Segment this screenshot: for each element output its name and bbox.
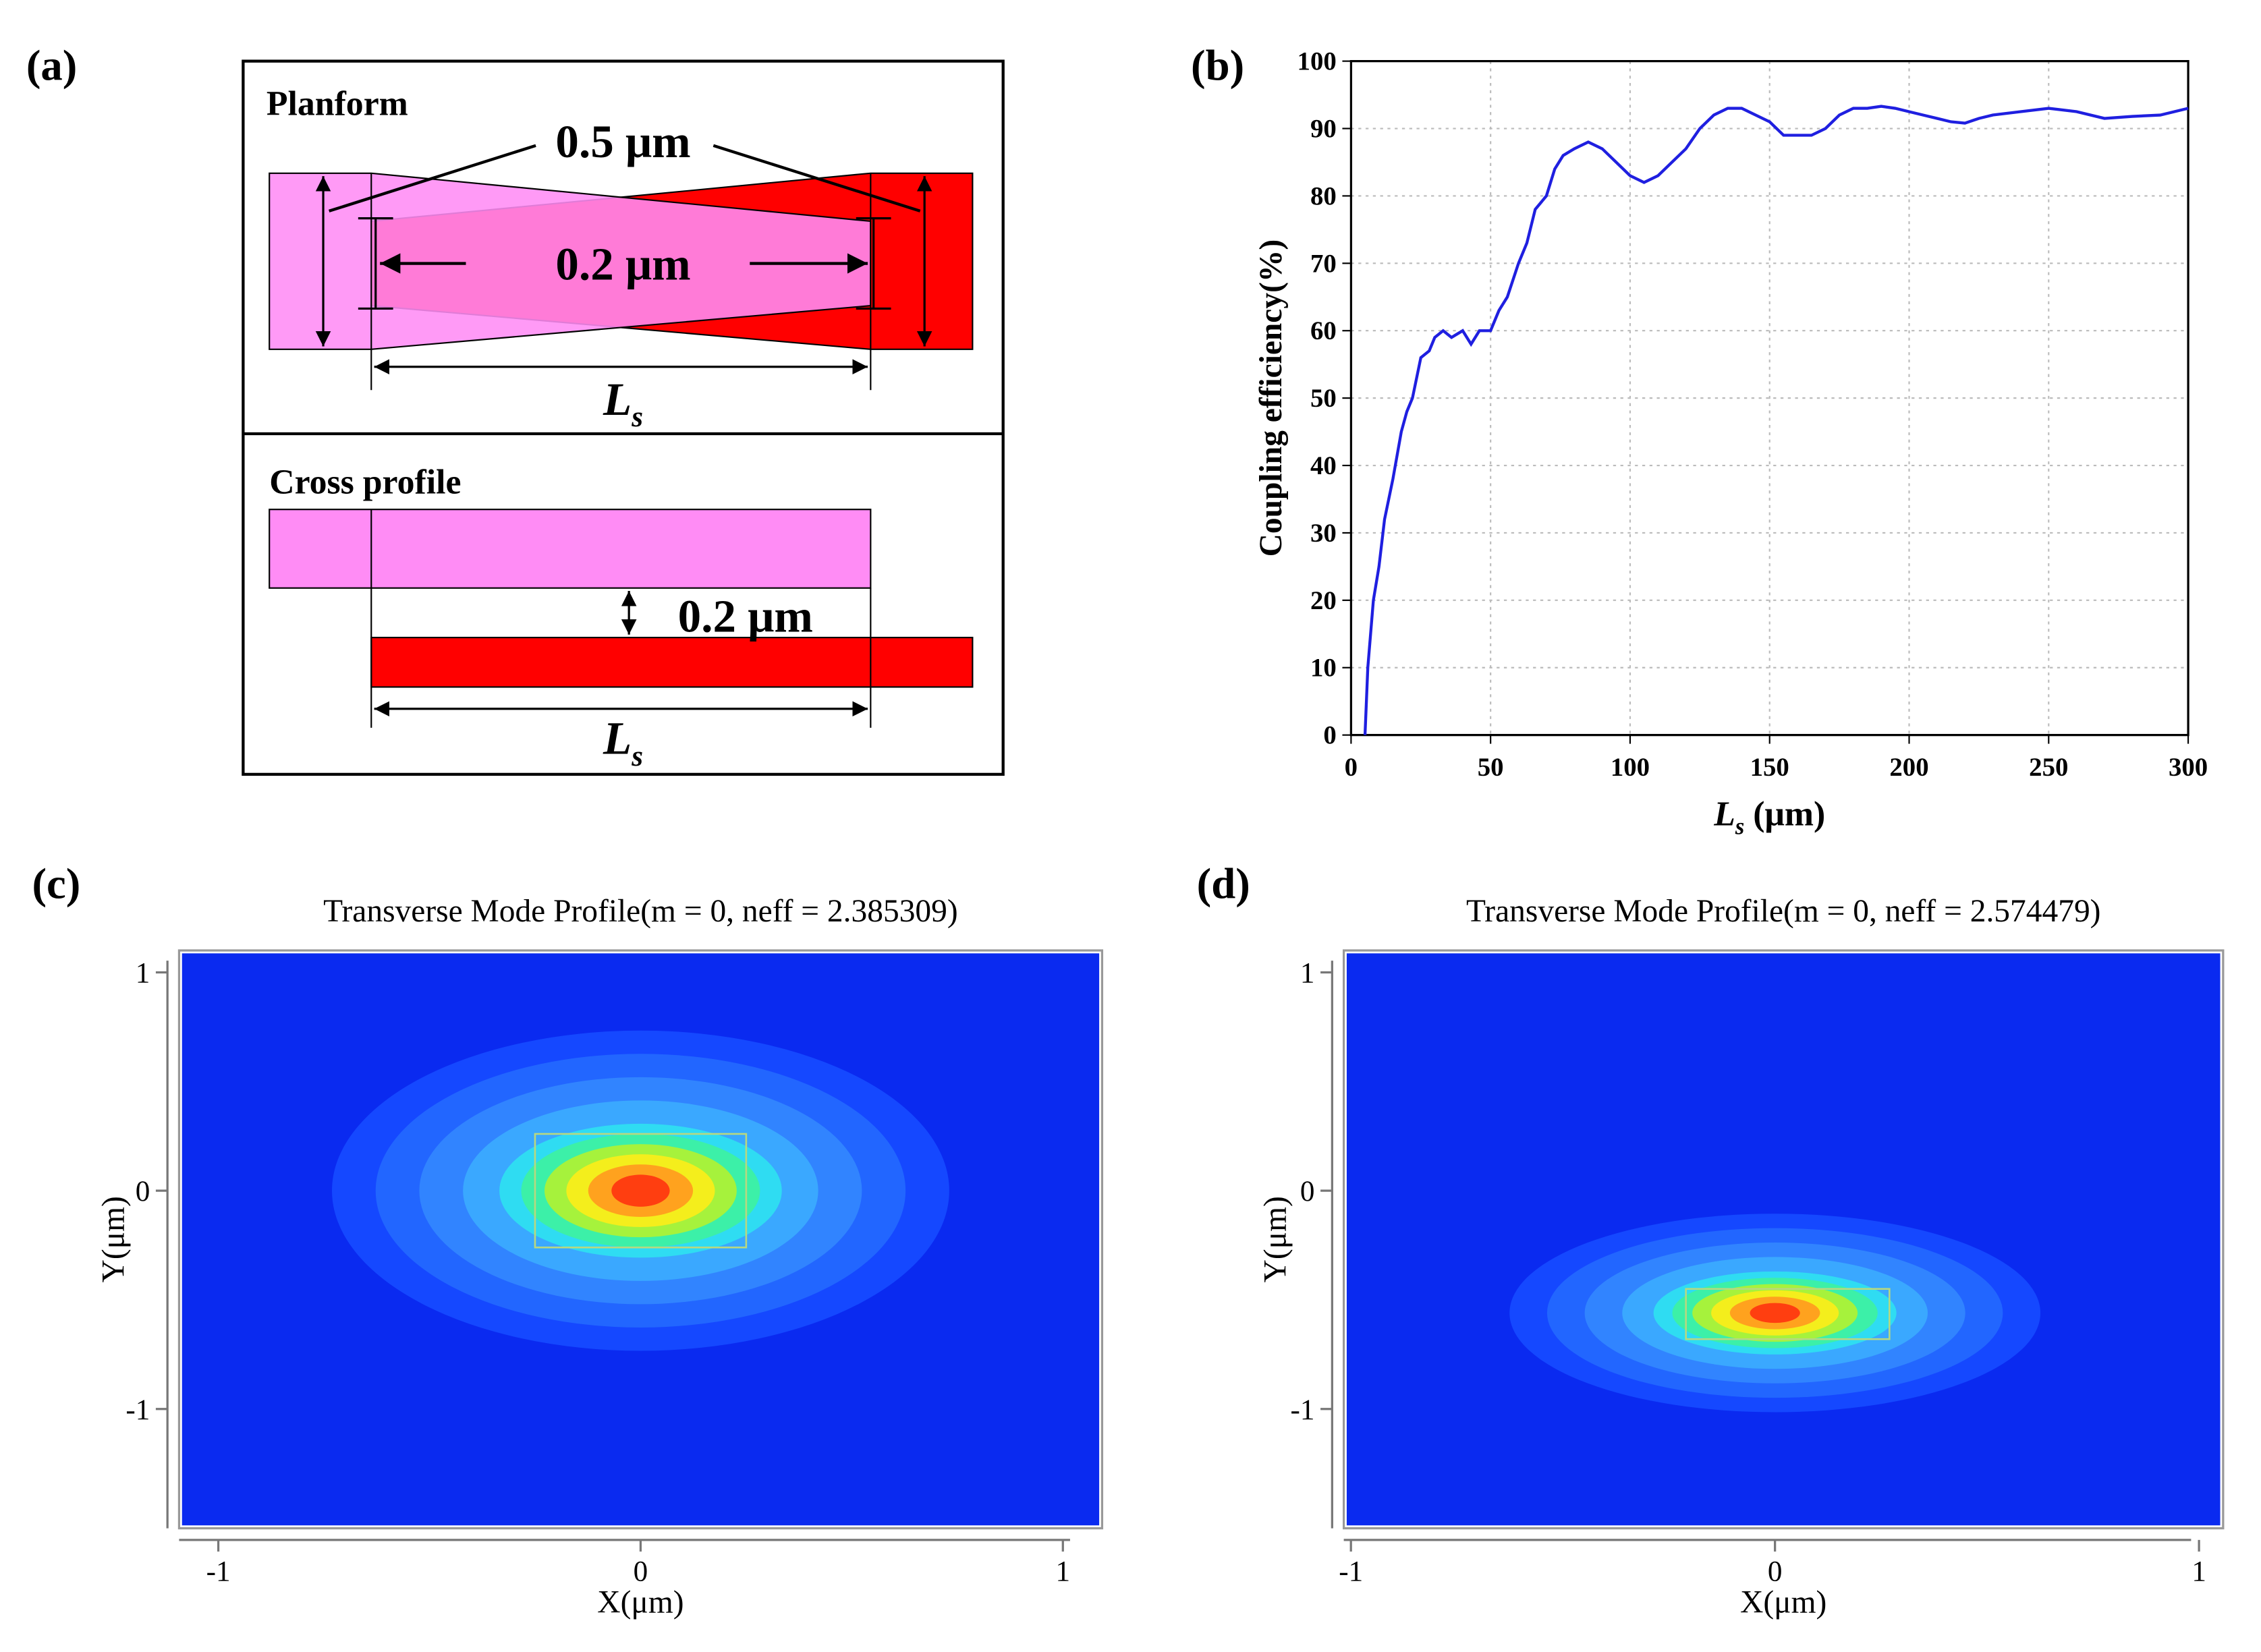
leader — [713, 144, 921, 212]
label-sub: s — [631, 401, 643, 433]
panel-label: (d) — [1197, 859, 1250, 908]
length-label: Ls — [603, 373, 643, 433]
section-title: Planform — [267, 84, 408, 123]
y-axis-label: Y(μm) — [1258, 1196, 1293, 1282]
y-tick-label: 90 — [1310, 114, 1337, 143]
y-axis-label: Y(μm) — [96, 1196, 131, 1282]
x-tick-label: 300 — [2169, 753, 2208, 782]
field-contour — [611, 1174, 670, 1207]
diagram: (a) Planform 0.5 μm 0.2 μm Ls Cross prof… — [26, 42, 1005, 776]
y-tick-label: -1 — [1291, 1394, 1315, 1426]
y-tick-label: 80 — [1310, 181, 1337, 210]
chart: (c) Transverse Mode Profile(m = 0, neff =… — [32, 859, 1104, 1620]
x-tick-label: 1 — [2192, 1556, 2206, 1587]
field-contour — [1750, 1303, 1800, 1323]
y-tick-label: -1 — [125, 1394, 150, 1426]
frame — [242, 59, 1005, 776]
y-axis-label: Coupling efficiency(%) — [1254, 239, 1289, 557]
lower-guide — [370, 636, 974, 688]
panel-label: (b) — [1191, 42, 1244, 90]
upper-guide — [269, 509, 872, 589]
x-tick-label: -1 — [206, 1556, 231, 1587]
x-axis-label-gap — [1744, 795, 1753, 833]
x-axis-label: X(μm) — [597, 1585, 683, 1620]
label: L — [603, 712, 632, 764]
x-tick-label: 150 — [1750, 753, 1789, 782]
x-tick-label: 100 — [1611, 753, 1650, 782]
waveguide — [1685, 1288, 1891, 1340]
x-tick-label: 0 — [634, 1556, 648, 1587]
label: 0.2 μm — [555, 237, 690, 289]
chart-title: Transverse Mode Profile(m = 0, neff = 2.… — [323, 894, 958, 929]
y-tick-label: 70 — [1310, 249, 1337, 278]
x-tick-label: 0 — [1345, 753, 1358, 782]
chart-title: Transverse Mode Profile(m = 0, neff = 2.… — [1466, 894, 2101, 929]
y-tick-label: 0 — [1300, 1176, 1315, 1207]
x-tick-label: 250 — [2029, 753, 2068, 782]
x-axis-label-sub: s — [1735, 814, 1744, 839]
leader — [329, 144, 536, 212]
x-tick-label: -1 — [1339, 1556, 1363, 1587]
y-tick-label: 20 — [1310, 586, 1337, 615]
y-tick-label: 60 — [1310, 316, 1337, 345]
panel-label: (c) — [32, 859, 81, 908]
x-tick-label: 1 — [1055, 1556, 1070, 1587]
y-tick-label: 0 — [136, 1176, 150, 1207]
y-tick-label: 40 — [1310, 451, 1337, 480]
x-axis-label-main: L — [1713, 795, 1735, 833]
x-tick-label: 50 — [1478, 753, 1504, 782]
plot-frame — [1342, 949, 2225, 1530]
waveguide — [534, 1133, 748, 1249]
y-tick-label: 100 — [1297, 47, 1337, 76]
x-tick-label: 200 — [1889, 753, 1928, 782]
field — [331, 1030, 949, 1351]
y-tick-label: 10 — [1310, 654, 1337, 683]
x-axis-label: X(μm) — [1740, 1585, 1826, 1620]
y-tick-label: 1 — [1300, 958, 1315, 990]
x-axis-label: Ls (μm) — [1713, 795, 1825, 839]
line — [1363, 105, 2189, 735]
y-tick-label: 0 — [1323, 721, 1336, 750]
field — [1509, 1214, 2041, 1413]
label: 0.5 μm — [555, 115, 690, 167]
y-tick-label: 1 — [136, 958, 150, 990]
length-label: Ls — [603, 712, 643, 772]
panel-label: (a) — [26, 42, 77, 90]
chart: (b) 0 10 20 30 40 50 60 70 80 90 100 0 50 100 150 200 250… — [1191, 42, 2208, 840]
y-tick-label: 30 — [1310, 519, 1337, 548]
y-tick-label: 50 — [1310, 384, 1337, 413]
label: L — [603, 373, 632, 425]
plot-frame — [1349, 60, 2189, 737]
plot-frame — [177, 949, 1104, 1530]
label: 0.2 μm — [678, 590, 813, 642]
x-tick-label: 0 — [1768, 1556, 1783, 1587]
x-axis-label-unit: (μm) — [1753, 795, 1825, 833]
section-title: Cross profile — [269, 463, 461, 501]
label-sub: s — [631, 741, 643, 772]
chart: (d) Transverse Mode Profile(m = 0, neff =… — [1197, 859, 2225, 1620]
